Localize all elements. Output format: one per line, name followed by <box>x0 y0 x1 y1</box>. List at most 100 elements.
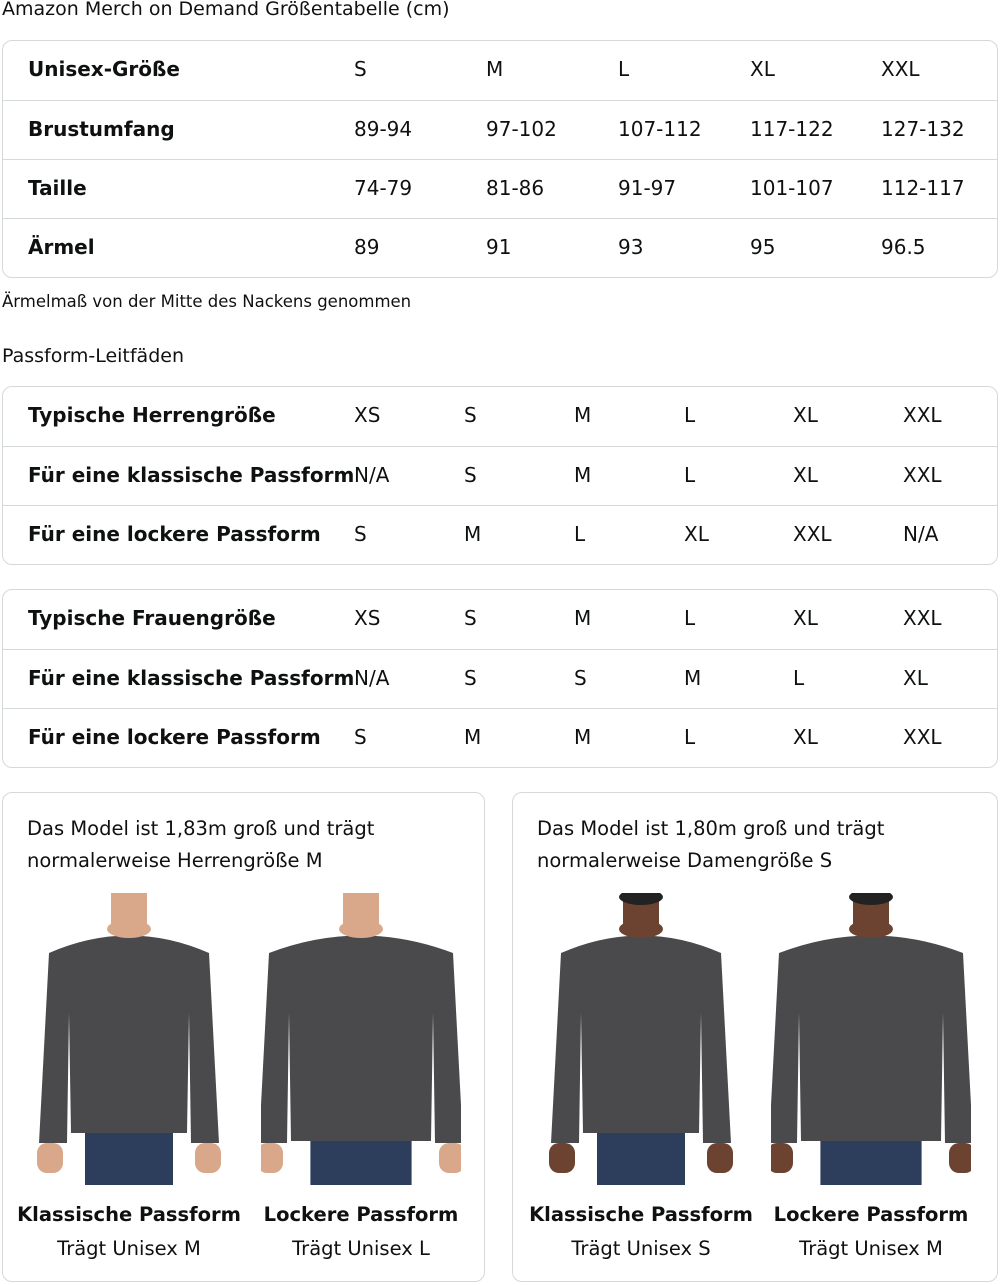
table-cell: S <box>464 666 477 690</box>
fit-caption-title: Lockere Passform <box>263 1203 459 1226</box>
table-row: Typische Herrengröße XS S M L XL XXL <box>3 387 997 446</box>
table-cell: XS <box>354 606 381 630</box>
model-description-line2: normalerweise Herrengröße M <box>27 849 323 872</box>
table-cell: M <box>574 463 592 487</box>
table-cell: M <box>684 666 702 690</box>
size-table: Unisex-Größe S M L XL XXL Brustumfang 89-94 97-1… <box>2 40 998 278</box>
table-cell: L <box>684 403 696 427</box>
row-label: Für eine lockere Passform <box>28 522 321 546</box>
row-label: Typische Frauengröße <box>28 606 276 630</box>
table-cell: L <box>684 463 696 487</box>
table-cell: M <box>574 725 592 749</box>
table-cell: 81-86 <box>486 176 545 200</box>
table-cell: 91 <box>486 235 512 259</box>
table-cell: N/A <box>354 463 390 487</box>
table-cell: N/A <box>354 666 390 690</box>
table-cell: XL <box>793 725 818 749</box>
table-cell: XL <box>793 463 818 487</box>
table-cell: 107-112 <box>618 117 702 141</box>
table-cell: 91-97 <box>618 176 677 200</box>
fit-caption-size: Trägt Unisex M <box>57 1237 201 1260</box>
table-cell: XXL <box>793 522 832 546</box>
table-cell: L <box>684 606 696 630</box>
table-cell: S <box>464 606 477 630</box>
fit-caption-title: Klassische Passform <box>17 1203 241 1226</box>
table-row: Für eine klassische Passform N/A S S M L XL <box>3 649 997 708</box>
model-description-line2: normalerweise Damengröße S <box>537 849 833 872</box>
table-row: Für eine klassische Passform N/A S M L XL XXL <box>3 446 997 505</box>
table-cell: XL <box>750 57 775 81</box>
table-cell: S <box>354 522 367 546</box>
table-row: Typische Frauengröße XS S M L XL XXL <box>3 590 997 649</box>
table-cell: 112-117 <box>881 176 965 200</box>
row-label: Taille <box>28 176 87 200</box>
table-cell: 97-102 <box>486 117 557 141</box>
table-cell: S <box>354 725 367 749</box>
model-description-line1: Das Model ist 1,80m groß und trägt <box>537 817 885 840</box>
model-description-line1: Das Model ist 1,83m groß und trägt <box>27 817 375 840</box>
fit-caption-size: Trägt Unisex M <box>799 1237 943 1260</box>
table-cell: M <box>464 522 482 546</box>
model-photo <box>29 893 229 1185</box>
table-cell: XS <box>354 403 381 427</box>
table-row: Für eine lockere Passform S M M L XL XXL <box>3 708 997 767</box>
model-photo <box>257 893 465 1185</box>
women-model-card: Das Model ist 1,80m groß und trägt normal… <box>512 792 998 1282</box>
table-cell: 95 <box>750 235 776 259</box>
table-cell: S <box>464 463 477 487</box>
row-label: Für eine lockere Passform <box>28 725 321 749</box>
row-label: Ärmel <box>28 235 95 259</box>
table-row: Für eine lockere Passform S M L XL XXL N/A <box>3 505 997 564</box>
row-label: Für eine klassische Passform <box>28 463 355 487</box>
table-cell: M <box>574 606 592 630</box>
table-cell: N/A <box>903 522 939 546</box>
fit-guide-title: Passform-Leitfäden <box>2 345 184 367</box>
fit-caption-title: Klassische Passform <box>529 1203 753 1226</box>
women-fit-table: Typische Frauengröße XS S M L XL XXL Für eine k… <box>2 589 998 768</box>
row-label: Typische Herrengröße <box>28 403 276 427</box>
table-cell: S <box>464 403 477 427</box>
table-cell: M <box>464 725 482 749</box>
table-cell: XL <box>793 606 818 630</box>
table-cell: XXL <box>881 57 920 81</box>
table-cell: 93 <box>618 235 644 259</box>
table-cell: XL <box>793 403 818 427</box>
table-cell: 117-122 <box>750 117 834 141</box>
men-model-card: Das Model ist 1,83m groß und trägt normal… <box>2 792 485 1282</box>
table-cell: L <box>618 57 630 81</box>
row-label: Für eine klassische Passform <box>28 666 355 690</box>
table-cell: L <box>793 666 805 690</box>
table-cell: L <box>574 522 586 546</box>
model-photo <box>767 889 975 1185</box>
table-row: Taille 74-79 81-86 91-97 101-107 112-117 <box>3 159 997 218</box>
table-cell: M <box>574 403 592 427</box>
table-cell: XL <box>903 666 928 690</box>
model-photo <box>541 889 741 1185</box>
table-cell: 127-132 <box>881 117 965 141</box>
table-cell: 101-107 <box>750 176 834 200</box>
table-cell: XXL <box>903 403 942 427</box>
table-cell: XXL <box>903 463 942 487</box>
fit-caption-size: Trägt Unisex L <box>292 1237 430 1260</box>
page-title: Amazon Merch on Demand Größentabelle (cm… <box>2 0 450 20</box>
table-row: Unisex-Größe S M L XL XXL <box>3 41 997 100</box>
men-fit-table: Typische Herrengröße XS S M L XL XXL Für eine k… <box>2 386 998 565</box>
table-cell: S <box>574 666 587 690</box>
table-cell: 96.5 <box>881 235 926 259</box>
table-row: Ärmel 89 91 93 95 96.5 <box>3 218 997 277</box>
table-cell: XXL <box>903 725 942 749</box>
fit-caption-size: Trägt Unisex S <box>571 1237 711 1260</box>
table-cell: XL <box>684 522 709 546</box>
table-cell: 89-94 <box>354 117 413 141</box>
table-row: Brustumfang 89-94 97-102 107-112 117-122 127-… <box>3 100 997 159</box>
table-cell: 89 <box>354 235 380 259</box>
fit-caption-title: Lockere Passform <box>773 1203 969 1226</box>
table-cell: S <box>354 57 367 81</box>
row-label: Brustumfang <box>28 117 175 141</box>
table-cell: 74-79 <box>354 176 413 200</box>
table-cell: L <box>684 725 696 749</box>
sleeve-note: Ärmelmaß von der Mitte des Nackens genom… <box>2 292 412 311</box>
row-label: Unisex-Größe <box>28 57 180 81</box>
table-cell: M <box>486 57 504 81</box>
table-cell: XXL <box>903 606 942 630</box>
